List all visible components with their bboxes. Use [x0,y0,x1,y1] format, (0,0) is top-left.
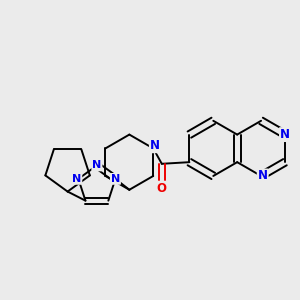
Text: N: N [111,174,120,184]
Text: N: N [92,160,101,170]
Text: N: N [72,174,81,184]
Text: N: N [150,139,160,152]
Text: O: O [157,182,167,195]
Text: N: N [280,128,290,141]
Text: N: N [258,169,268,182]
